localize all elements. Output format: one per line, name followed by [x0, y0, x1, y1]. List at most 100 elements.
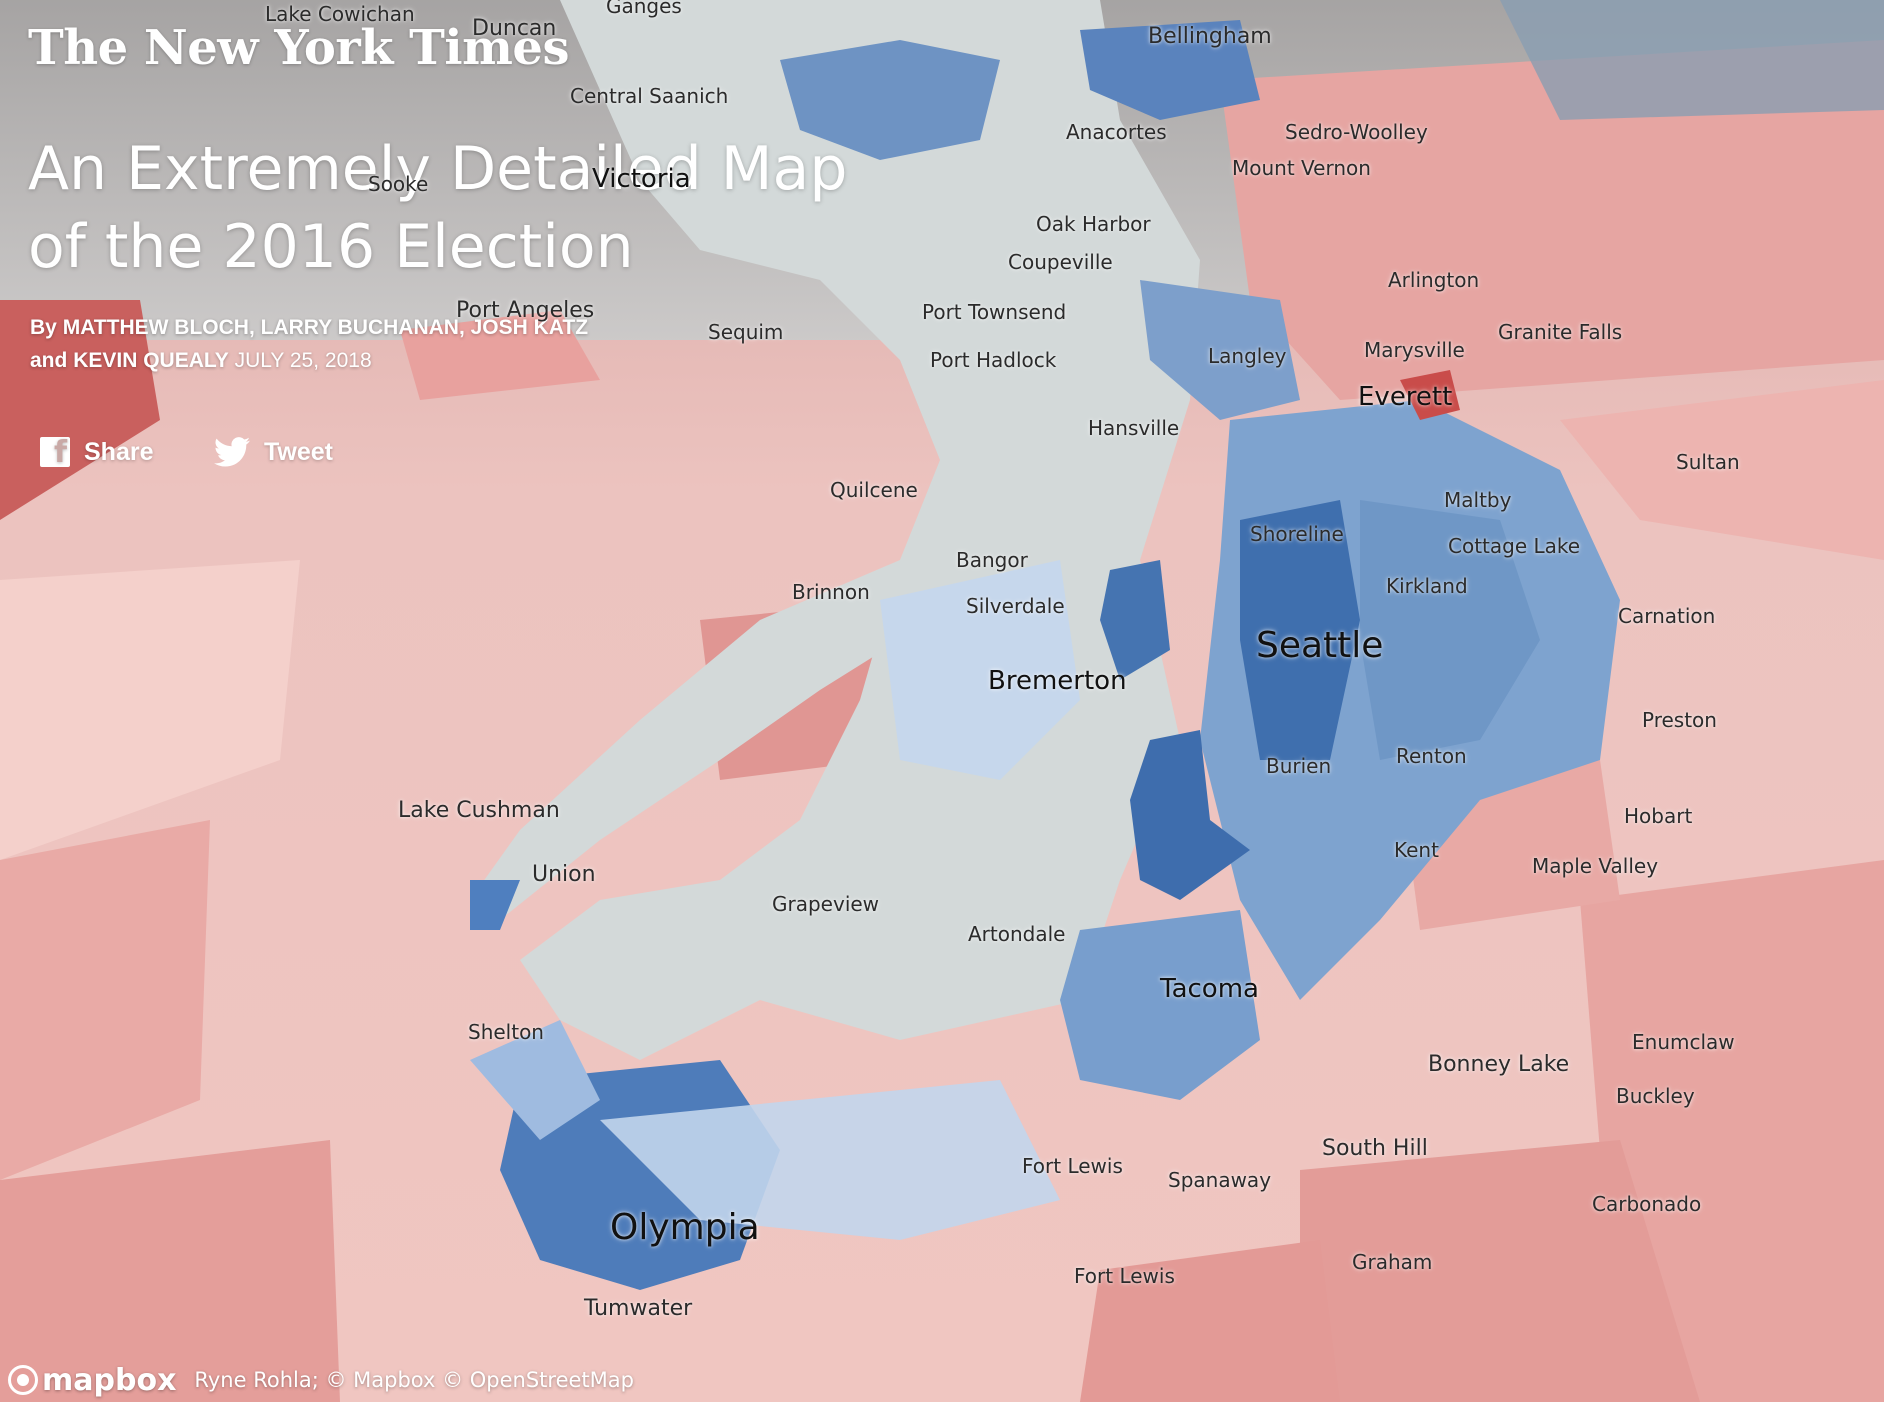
whidbey-blue — [1140, 280, 1300, 420]
olympia-suburbs — [470, 1020, 600, 1140]
place-label: Bonney Lake — [1428, 1052, 1570, 1077]
place-label: Buckley — [1616, 1084, 1695, 1108]
place-label: Preston — [1642, 708, 1717, 732]
place-label: Port Hadlock — [930, 348, 1057, 372]
place-label: Tacoma — [1160, 974, 1259, 1004]
headline: An Extremely Detailed Map of the 2016 El… — [28, 130, 848, 286]
place-label: Bellingham — [1148, 24, 1272, 49]
byline-authors-2[interactable]: KEVIN QUEALY — [73, 349, 229, 372]
place-label: Union — [532, 862, 596, 887]
vashon-island — [1130, 730, 1250, 900]
place-label: Mount Vernon — [1232, 156, 1371, 180]
facebook-icon: f — [40, 435, 70, 470]
headline-line-1: An Extremely Detailed Map — [28, 134, 848, 204]
county-red — [1560, 380, 1884, 560]
place-label: Artondale — [968, 922, 1066, 946]
county-red — [1500, 0, 1884, 120]
place-label: Hobart — [1624, 804, 1693, 828]
county-red — [1080, 1240, 1340, 1402]
byline-authors-1[interactable]: MATTHEW BLOCH, LARRY BUCHANAN, JOSH KATZ — [62, 316, 589, 339]
seattle-core — [1240, 500, 1360, 760]
byline-date: JULY 25, 2018 — [234, 349, 372, 372]
place-label: Lake Cowichan — [265, 2, 415, 26]
county-red — [1220, 40, 1884, 400]
place-label: Oak Harbor — [1036, 212, 1151, 236]
place-label: Kirkland — [1386, 574, 1468, 598]
place-label: Renton — [1396, 744, 1467, 768]
place-label: Burien — [1266, 754, 1332, 778]
place-label: Marysville — [1364, 338, 1465, 362]
place-label: Shoreline — [1250, 522, 1344, 546]
mapbox-icon — [8, 1365, 38, 1395]
hood-canal — [470, 560, 900, 920]
puget-sound — [520, 0, 1200, 1060]
byline: By MATTHEW BLOCH, LARRY BUCHANAN, JOSH K… — [30, 311, 670, 377]
county-red — [1300, 1140, 1700, 1402]
place-label: Graham — [1352, 1250, 1433, 1274]
bellingham-blue — [1080, 20, 1260, 120]
place-label: Sultan — [1676, 450, 1740, 474]
tacoma-blue — [1060, 910, 1260, 1100]
county-red — [0, 560, 300, 860]
place-label: Shelton — [468, 1020, 544, 1044]
place-label: Grapeview — [772, 892, 880, 916]
san-juan-islands — [780, 40, 1000, 160]
place-label: Granite Falls — [1498, 320, 1623, 344]
place-label: Sooke — [368, 172, 429, 196]
place-label: Ganges — [606, 0, 682, 18]
everett-red — [1400, 370, 1460, 420]
place-label: Sedro-Woolley — [1285, 120, 1428, 144]
mapbox-logo-text: mapbox — [42, 1362, 177, 1398]
place-label: Maltby — [1444, 488, 1512, 512]
place-label: Sequim — [708, 320, 784, 344]
union-blue — [470, 880, 520, 930]
byline-and: and — [30, 349, 68, 372]
place-label: Silverdale — [966, 594, 1065, 618]
place-label: Olympia — [610, 1207, 760, 1248]
byline-by: By — [30, 316, 57, 339]
county-red — [0, 1140, 340, 1402]
eastside-blue — [1360, 500, 1540, 760]
headline-line-2: of the 2016 Election — [28, 212, 634, 282]
place-label: Enumclaw — [1632, 1030, 1735, 1054]
county-red — [0, 820, 210, 1180]
place-label: Anacortes — [1066, 120, 1167, 144]
bainbridge-island — [1100, 560, 1170, 680]
place-label: Lake Cushman — [398, 798, 560, 823]
place-label: Seattle — [1256, 625, 1384, 666]
place-label: Everett — [1358, 382, 1453, 412]
share-facebook-button[interactable]: f Share — [40, 434, 153, 470]
place-label: Port Angeles — [456, 298, 595, 323]
twitter-icon — [214, 437, 250, 467]
place-label: Arlington — [1388, 268, 1480, 292]
place-label: Spanaway — [1168, 1168, 1272, 1192]
share-label: Share — [84, 437, 154, 466]
place-label: Central Saanich — [570, 84, 729, 108]
place-label: Bremerton — [988, 666, 1127, 696]
place-label: Duncan — [472, 16, 557, 41]
place-label: Brinnon — [792, 580, 870, 604]
kitsap-light — [880, 560, 1080, 780]
place-label: Port Townsend — [922, 300, 1067, 324]
place-label: Maple Valley — [1532, 854, 1659, 878]
attribution-text[interactable]: Ryne Rohla; © Mapbox © OpenStreetMap — [194, 1368, 634, 1392]
place-label: Quilcene — [830, 478, 918, 502]
nyt-logo[interactable]: The New York Times — [28, 20, 569, 76]
place-label: Cottage Lake — [1448, 534, 1581, 558]
place-label: Carnation — [1618, 604, 1716, 628]
place-label: Fort Lewis — [1022, 1154, 1123, 1178]
place-label: Tumwater — [584, 1296, 693, 1321]
place-label: Bangor — [956, 548, 1028, 572]
share-twitter-button[interactable]: Tweet — [214, 434, 333, 470]
place-label: Hansville — [1088, 416, 1180, 440]
place-label: Coupeville — [1008, 250, 1113, 274]
place-label: Victoria — [592, 164, 691, 194]
place-label: South Hill — [1322, 1136, 1428, 1161]
place-label: Carbonado — [1592, 1192, 1702, 1216]
place-label: Kent — [1394, 838, 1439, 862]
light-blue-band — [600, 1080, 1060, 1240]
mapbox-logo[interactable]: mapbox — [8, 1363, 176, 1398]
map-attribution: mapbox Ryne Rohla; © Mapbox © OpenStreet… — [0, 1358, 668, 1402]
tweet-label: Tweet — [264, 437, 333, 466]
